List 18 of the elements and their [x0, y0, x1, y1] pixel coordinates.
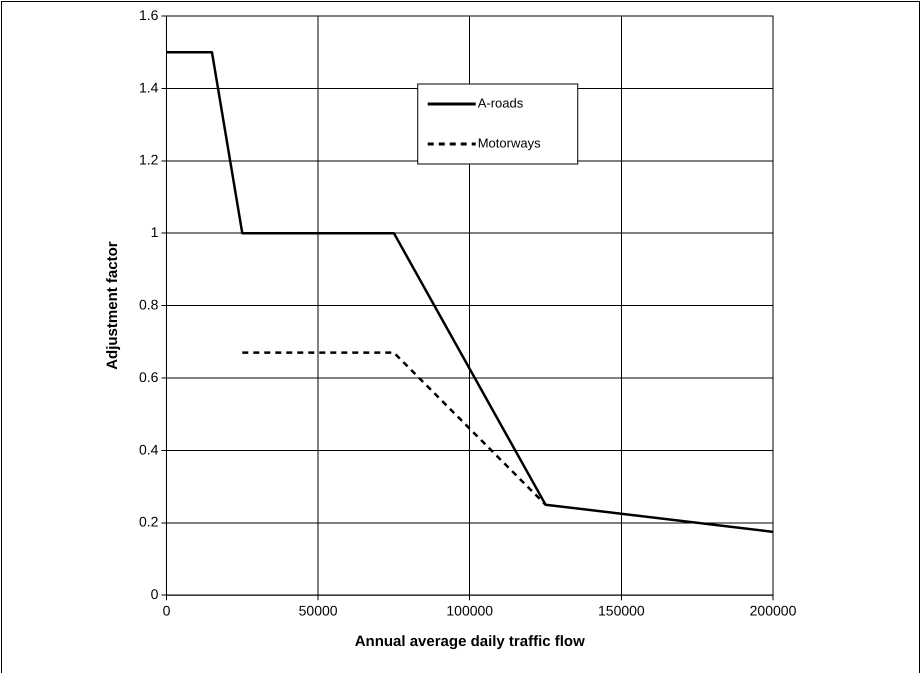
x-tick-label: 0: [162, 602, 171, 618]
x-axis-title: Annual average daily traffic flow: [354, 633, 586, 650]
y-tick-label: 1: [150, 224, 159, 240]
x-tick-label: 50000: [298, 602, 338, 618]
legend-label: A-roads: [478, 96, 524, 111]
y-tick-label: 1.6: [138, 6, 159, 23]
y-tick-label: 0.4: [138, 441, 159, 458]
y-axis-title: Adjustment factor: [104, 241, 122, 370]
y-tick-label: 1.2: [138, 152, 159, 168]
x-tick-label: 100000: [446, 602, 494, 618]
y-tick-label: 0.8: [138, 296, 159, 312]
y-tick-label: 0.6: [138, 368, 159, 385]
x-tick-label: 150000: [598, 602, 645, 618]
legend-label: Motorways: [478, 136, 542, 151]
y-tick-label: 1.4: [138, 79, 159, 96]
x-tick-label: 200000: [750, 602, 797, 618]
y-tick-label: 0: [150, 586, 159, 602]
y-tick-label: 0.2: [138, 514, 159, 530]
